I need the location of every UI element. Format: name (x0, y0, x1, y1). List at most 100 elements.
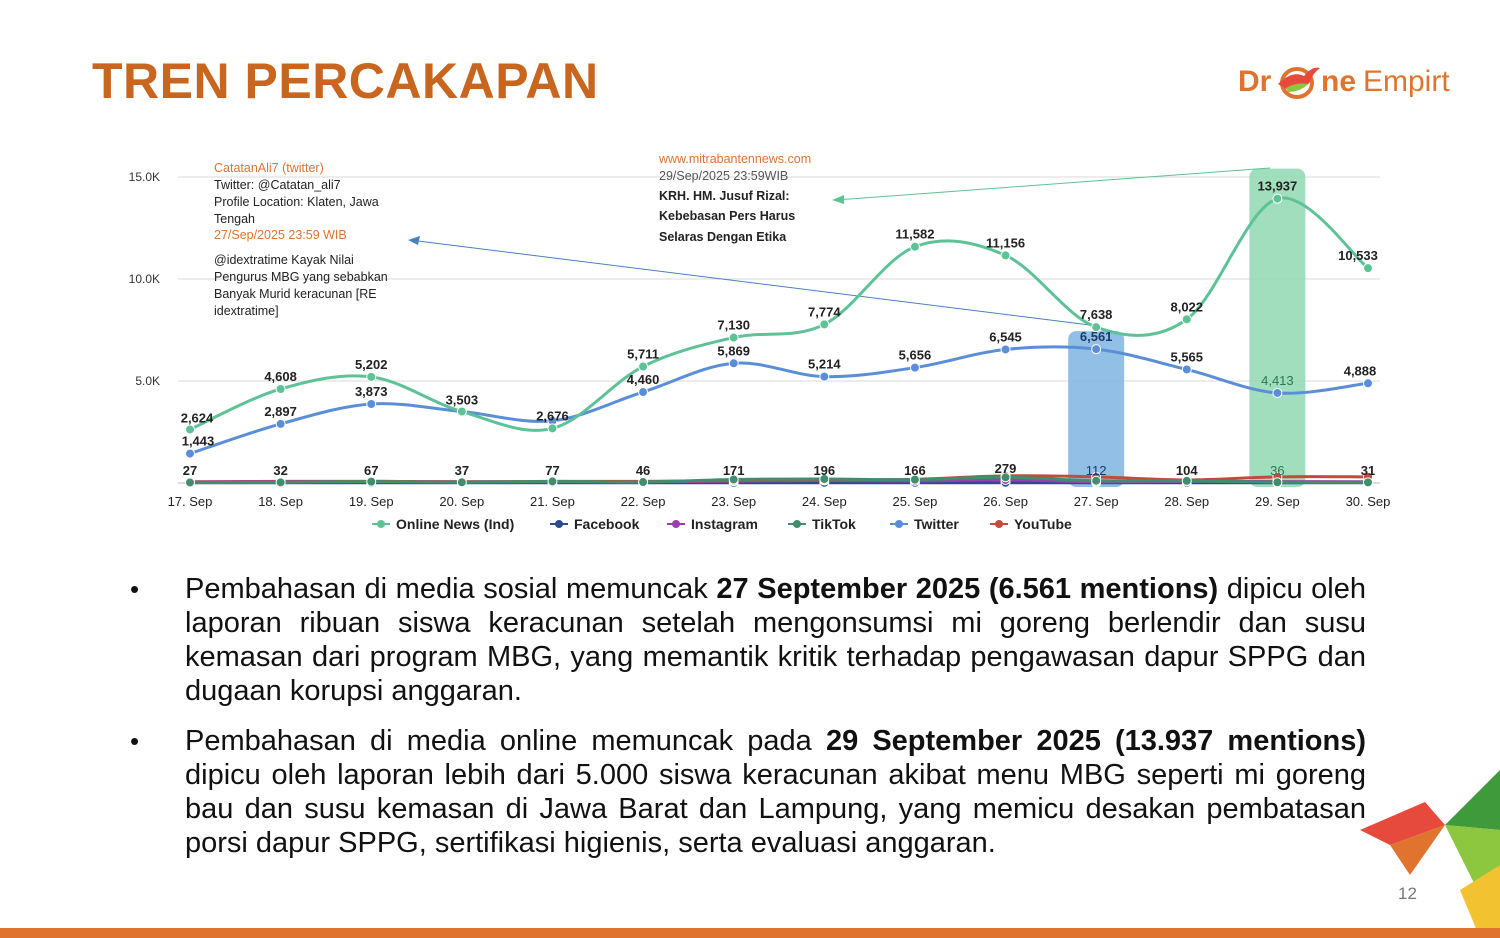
data-label: 11,156 (986, 235, 1025, 250)
data-label: 32 (273, 463, 287, 478)
annotation-arrowhead (408, 236, 420, 245)
legend-item-label[interactable]: Twitter (914, 516, 959, 532)
data-label: 6,545 (989, 329, 1022, 344)
data-label: 6,561 (1080, 329, 1113, 344)
bullet-item: • Pembahasan di media online memuncak pad… (130, 724, 1366, 860)
data-point (185, 424, 195, 435)
x-tick-label: 26. Sep (983, 494, 1028, 509)
legend-marker (672, 520, 680, 528)
corner-decoration (1360, 770, 1500, 938)
data-label: 27 (183, 463, 197, 478)
legend-marker (793, 520, 801, 528)
data-point (819, 371, 830, 382)
data-label: 31 (1361, 463, 1375, 478)
data-label: 166 (904, 463, 926, 478)
x-tick-label: 21. Sep (530, 494, 575, 509)
data-point (638, 477, 649, 488)
data-label: 3,503 (446, 393, 479, 408)
bullet-highlight: 29 September 2025 (13.937 mentions) (825, 725, 1366, 757)
annotation-text: Selaras Dengan Etika (659, 230, 787, 244)
chart-data-labels: 2,624 4,608 5,202 2,676 5,711 7,130 7,774 11,58… (181, 179, 1378, 478)
data-label: 37 (455, 463, 469, 478)
data-label: 104 (1176, 463, 1198, 478)
annotation-text: idextratime] (214, 304, 279, 318)
legend-item-label[interactable]: YouTube (1014, 516, 1072, 532)
data-point (366, 398, 377, 409)
logo-text-ne: ne (1321, 65, 1357, 98)
x-tick-label: 20. Sep (439, 494, 484, 509)
data-label: 4,608 (264, 369, 297, 384)
data-label: 11,582 (895, 227, 934, 242)
data-label: 2,897 (264, 404, 297, 419)
data-label: 4,460 (627, 372, 660, 387)
chart-legend[interactable]: Online News (Ind) Facebook Instagram TikTok… (372, 516, 1072, 532)
annotation-text: 27/Sep/2025 23:59 WIB (214, 228, 347, 242)
data-point (819, 319, 830, 330)
x-tick-label: 25. Sep (893, 494, 938, 509)
annotation-text: CatatanAli7 (twitter) (214, 161, 324, 175)
bullet-item: • Pembahasan di media sosial memuncak 27 … (130, 572, 1366, 708)
legend-item-label[interactable]: Facebook (574, 516, 640, 532)
x-tick-label: 22. Sep (621, 494, 666, 509)
data-point (909, 241, 920, 252)
chart-x-axis: 17. Sep 18. Sep 19. Sep 20. Sep 21. Sep 22. S… (168, 494, 1391, 509)
peak-highlight-bar (1068, 331, 1125, 487)
data-label: 4,888 (1344, 363, 1377, 378)
page-number: 12 (1398, 884, 1417, 903)
x-tick-label: 29. Sep (1255, 494, 1300, 509)
legend-item-label[interactable]: Online News (Ind) (396, 516, 514, 532)
bullet-text: dipicu oleh laporan ribuan siswa keracun… (185, 573, 1366, 707)
legend-marker (377, 520, 385, 528)
bullet-list: • Pembahasan di media sosial memuncak 27 … (130, 572, 1366, 876)
data-point (1181, 314, 1192, 325)
x-tick-label: 18. Sep (258, 494, 303, 509)
data-label: 5,565 (1170, 349, 1203, 364)
data-point (1272, 387, 1283, 398)
annotation-text: KRH. HM. Jusuf Rizal: (659, 189, 790, 203)
legend-item-label[interactable]: Instagram (691, 516, 758, 532)
data-point (638, 361, 649, 372)
data-point (638, 387, 649, 398)
data-point (185, 448, 195, 459)
data-point (728, 332, 739, 343)
data-label: 7,774 (808, 304, 841, 319)
data-point (1181, 475, 1192, 486)
data-label: 2,676 (536, 408, 569, 423)
data-label: 3,873 (355, 384, 388, 399)
annotation-text: www.mitrabantennews.com (658, 152, 811, 166)
data-point (456, 406, 467, 417)
data-point (275, 477, 286, 488)
series-line-twitter (188, 345, 1370, 456)
data-point (909, 474, 920, 485)
annotation-arrow (835, 167, 1271, 201)
trend-chart: 5.0K 10.0K 15.0K CatatanAli7 (twitter) Twit… (129, 152, 1391, 532)
y-tick-label: 15.0K (129, 170, 160, 184)
data-point (1363, 378, 1373, 389)
bullet-text: Pembahasan di media online memuncak pada (185, 725, 826, 757)
data-label: 67 (364, 463, 378, 478)
peak-highlight-bar (1249, 168, 1306, 488)
data-label: 77 (545, 463, 559, 478)
data-label: 2,624 (181, 410, 214, 425)
data-point (1000, 250, 1011, 261)
x-tick-label: 27. Sep (1074, 494, 1119, 509)
bullet-highlight: 27 September 2025 (6.561 mentions) (716, 573, 1219, 605)
legend-marker (895, 520, 903, 528)
data-label: 5,656 (899, 348, 932, 363)
x-tick-label: 23. Sep (711, 494, 756, 509)
bird-logo-icon (1278, 67, 1320, 99)
annotation-arrowhead (832, 195, 844, 204)
x-tick-label: 30. Sep (1346, 494, 1391, 509)
logo-text-dr: Dr (1238, 65, 1272, 98)
x-tick-label: 19. Sep (349, 494, 394, 509)
data-label: 196 (813, 463, 835, 478)
legend-marker (995, 520, 1003, 528)
legend-item-label[interactable]: TikTok (812, 516, 856, 532)
chart-series (185, 193, 1373, 488)
data-point (1272, 477, 1283, 488)
data-label: 5,214 (808, 357, 841, 372)
data-label: 5,202 (355, 357, 388, 372)
data-point (819, 474, 830, 485)
annotation-text: 29/Sep/2025 23:59WIB (659, 169, 788, 183)
x-tick-label: 24. Sep (802, 494, 847, 509)
